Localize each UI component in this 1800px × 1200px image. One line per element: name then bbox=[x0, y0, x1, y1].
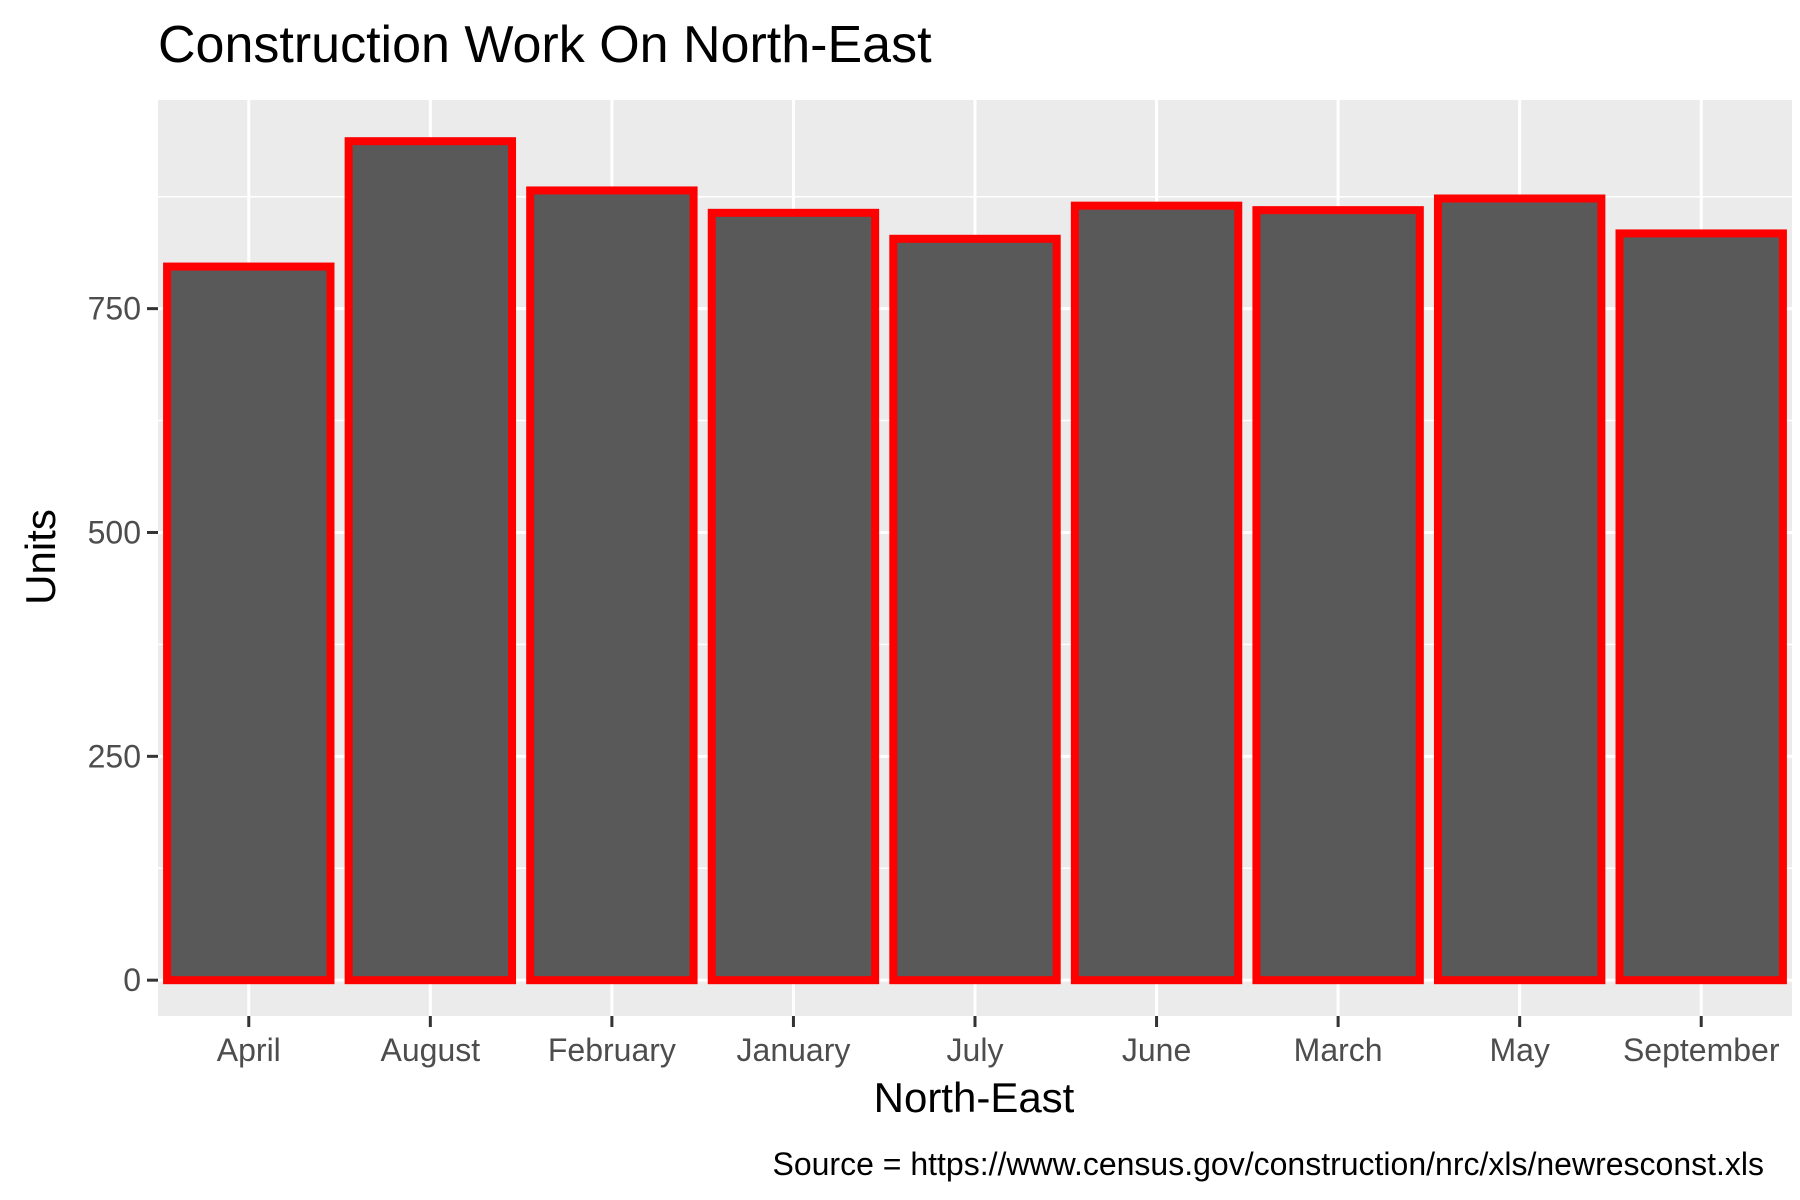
x-tick-label-april: April bbox=[217, 1032, 281, 1068]
bar-august bbox=[344, 137, 517, 985]
bar-january bbox=[707, 208, 880, 985]
bar-february bbox=[526, 186, 698, 985]
x-tick-label-september: September bbox=[1623, 1032, 1780, 1068]
bar-june bbox=[1070, 201, 1243, 985]
y-tick-label: 250 bbox=[88, 738, 141, 774]
bar-september bbox=[1615, 229, 1787, 985]
x-tick-label-january: January bbox=[737, 1032, 851, 1068]
y-tick-label: 0 bbox=[123, 962, 141, 998]
bar-july bbox=[889, 234, 1061, 985]
bar-may bbox=[1433, 194, 1606, 985]
bars-group bbox=[163, 137, 1787, 985]
y-axis-title: Units bbox=[17, 509, 64, 605]
bar-april bbox=[163, 262, 335, 985]
x-tick-label-july: July bbox=[947, 1032, 1004, 1068]
y-tick-label: 500 bbox=[88, 514, 141, 550]
y-tick-label: 750 bbox=[88, 291, 141, 327]
chart-title: Construction Work On North-East bbox=[158, 16, 932, 74]
x-tick-label-august: August bbox=[381, 1032, 481, 1068]
bar-march bbox=[1252, 206, 1424, 985]
x-axis: April August February January July June March M… bbox=[217, 1016, 1780, 1068]
x-tick-label-june: June bbox=[1122, 1032, 1191, 1068]
y-axis: 0 250 500 750 bbox=[88, 291, 158, 998]
chart-caption: Source = https://www.census.gov/construc… bbox=[772, 1146, 1764, 1182]
x-axis-title: North-East bbox=[874, 1074, 1075, 1121]
x-tick-label-may: May bbox=[1489, 1032, 1549, 1068]
x-tick-label-march: March bbox=[1294, 1032, 1383, 1068]
x-tick-label-february: February bbox=[548, 1032, 676, 1068]
